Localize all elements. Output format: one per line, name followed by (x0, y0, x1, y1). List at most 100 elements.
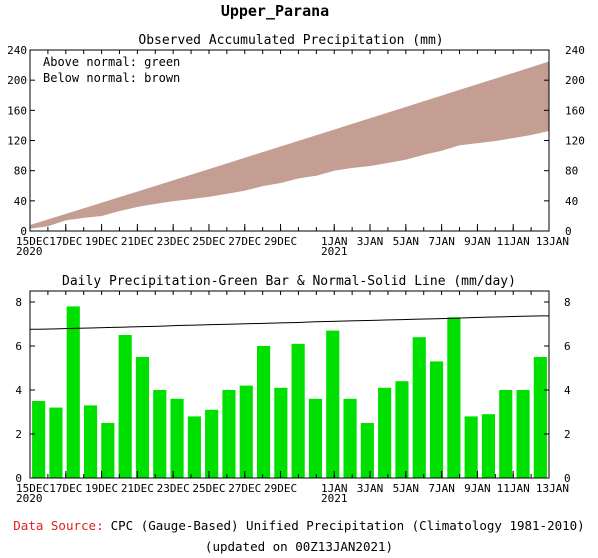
accumulated-chart-title: Observed Accumulated Precipitation (mm) (138, 33, 443, 48)
daily-bar-18 (343, 398, 357, 478)
accum-ytick-label-right-120: 120 (565, 135, 585, 148)
accum-ytick-label-right-0: 0 (565, 225, 572, 238)
accum-ytick-label-left-80: 80 (14, 165, 27, 178)
accum-segment-8 (172, 174, 192, 202)
daily-xtick-label-29DEC: 29DEC (264, 482, 297, 495)
daily-bars-layer (32, 306, 547, 478)
accum-segment-0 (29, 219, 49, 229)
daily-bar-14 (274, 387, 288, 478)
accum-segment-12 (244, 152, 263, 191)
daily-bar-15 (291, 343, 305, 478)
daily-xtick-label-3JAN: 3JAN (357, 482, 384, 495)
accum-ytick-label-right-240: 240 (565, 44, 585, 57)
accum-ytick-label-left-160: 160 (7, 104, 27, 117)
daily-xtick-label-13JAN: 13JAN (536, 482, 569, 495)
daily-xtick-label-15DEC: 15DEC (16, 482, 49, 495)
daily-xtick-label-7JAN: 7JAN (428, 482, 455, 495)
data-source-text: CPC (Gauge-Based) Unified Precipitation … (111, 518, 585, 533)
daily-bar-1 (49, 407, 63, 478)
daily-bar-2 (66, 306, 80, 478)
accum-xtick-label-25DEC: 25DEC (192, 235, 225, 248)
accum-segment-13 (262, 146, 281, 187)
daily-bar-27 (499, 390, 513, 478)
accum-ytick-label-left-120: 120 (7, 135, 27, 148)
data-source-label: Data Source: (13, 518, 103, 533)
accum-xtick-label-19DEC: 19DEC (85, 235, 118, 248)
accum-xtick-label-5JAN: 5JAN (393, 235, 420, 248)
daily-ytick-label-right-6: 6 (564, 340, 571, 353)
daily-bar-11 (222, 390, 236, 478)
daily-plot-frame (29, 290, 550, 479)
accum-segment-28 (530, 61, 550, 136)
accum-ytick-label-left-240: 240 (7, 44, 27, 57)
daily-bar-29 (533, 357, 547, 478)
daily-bar-16 (308, 398, 323, 478)
daily-bar-5 (118, 335, 132, 478)
accum-segment-19 (369, 112, 389, 167)
accum-segment-17 (333, 123, 353, 171)
accum-segment-23 (441, 89, 460, 151)
accum-ytick-label-left-0: 0 (20, 225, 27, 238)
accumulated-fill-layer (29, 61, 550, 229)
accum-segment-16 (316, 129, 335, 176)
updated-text: (updated on 00Z13JAN2021) (205, 539, 393, 554)
daily-bar-7 (153, 390, 167, 478)
daily-ytick-label-left-4: 4 (15, 384, 22, 397)
daily-ytick-label-left-6: 6 (15, 340, 22, 353)
accum-segment-1 (47, 213, 67, 227)
daily-xtick-label-9JAN: 9JAN (464, 482, 491, 495)
accumulated-precip-panel: Observed Accumulated Precipitation (mm) … (7, 33, 585, 258)
daily-bar-3 (83, 405, 98, 478)
daily-bar-0 (32, 401, 46, 478)
daily-precip-panel: Daily Precipitation-Green Bar & Normal-S… (15, 274, 571, 505)
daily-ytick-label-left-2: 2 (15, 428, 22, 441)
accum-segment-11 (226, 157, 246, 194)
accum-segment-25 (477, 78, 496, 144)
accum-segment-7 (154, 180, 174, 204)
daily-xtick-label-5JAN: 5JAN (393, 482, 420, 495)
accum-xtick-label-1JAN: 1JAN (321, 235, 348, 248)
daily-normal-line (30, 315, 549, 330)
daily-xtick-label-17DEC: 17DEC (49, 482, 82, 495)
accum-ytick-label-right-80: 80 (565, 165, 578, 178)
daily-xtick-label-23DEC: 23DEC (157, 482, 190, 495)
daily-ytick-label-right-8: 8 (564, 296, 571, 309)
accum-segment-5 (119, 191, 138, 212)
accum-xtick-year-2021: 2021 (321, 245, 348, 258)
daily-xtick-label-21DEC: 21DEC (121, 482, 154, 495)
daily-bar-25 (464, 416, 478, 478)
accum-segment-14 (280, 140, 299, 184)
daily-ytick-label-left-8: 8 (15, 296, 22, 309)
accum-segment-15 (298, 135, 317, 179)
daily-bar-13 (256, 346, 271, 478)
accum-ytick-label-left-200: 200 (7, 74, 27, 87)
daily-bar-24 (447, 317, 461, 478)
daily-ytick-label-left-0: 0 (15, 472, 22, 485)
daily-chart-title: Daily Precipitation-Green Bar & Normal-S… (62, 274, 516, 289)
accum-xtick-label-3JAN: 3JAN (357, 235, 384, 248)
daily-xtick-label-19DEC: 19DEC (85, 482, 118, 495)
daily-xtick-label-27DEC: 27DEC (228, 482, 261, 495)
accum-ytick-label-right-160: 160 (565, 104, 585, 117)
accum-segment-3 (83, 202, 102, 218)
accum-ytick-label-right-40: 40 (565, 195, 578, 208)
accum-xtick-label-23DEC: 23DEC (157, 235, 190, 248)
accum-xtick-label-15DEC: 15DEC (16, 235, 49, 248)
accum-segment-24 (459, 84, 478, 146)
accum-xtick-label-7JAN: 7JAN (428, 235, 455, 248)
accum-segment-26 (495, 72, 514, 142)
accum-xtick-label-17DEC: 17DEC (49, 235, 82, 248)
accum-segment-9 (190, 168, 210, 200)
daily-bar-6 (135, 357, 150, 478)
daily-y-axis: 0 0 2 2 4 4 6 6 8 8 (15, 296, 571, 485)
accum-segment-4 (101, 197, 120, 217)
data-source-line: Data Source: CPC (Gauge-Based) Unified Pr… (13, 518, 584, 533)
daily-bar-28 (516, 390, 530, 478)
accum-xtick-year-2020: 2020 (16, 245, 43, 258)
accum-segment-22 (423, 95, 442, 155)
daily-bar-9 (187, 416, 201, 478)
accum-xtick-label-13JAN: 13JAN (536, 235, 569, 248)
